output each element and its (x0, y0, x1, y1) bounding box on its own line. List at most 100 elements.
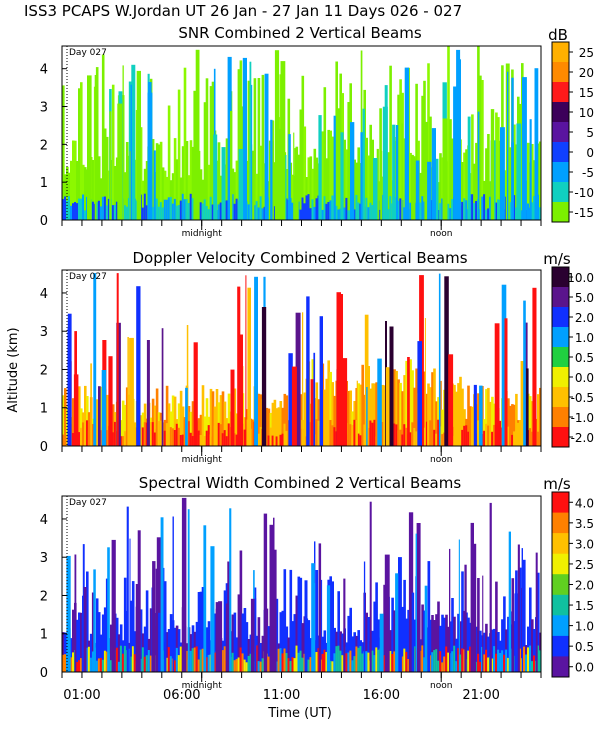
heatmap-cell (369, 388, 372, 446)
heatmap-cell (357, 433, 360, 446)
heatmap-cell (155, 388, 159, 446)
heatmap-cell (489, 401, 492, 446)
heatmap-cell (201, 179, 205, 220)
heatmap-cell (89, 633, 93, 672)
colorbar-label: 1.0 (575, 620, 594, 634)
heatmap-cell (191, 146, 195, 220)
heatmap-cell (213, 652, 217, 672)
y-tick-label: 1 (40, 402, 48, 417)
heatmap-cell (165, 176, 169, 220)
heatmap-cell (115, 157, 119, 220)
heatmap-cell (153, 432, 157, 446)
heatmap-cell (173, 430, 177, 446)
heatmap-cell (487, 134, 490, 220)
heatmap-cell (401, 434, 404, 446)
heatmap-cell (471, 114, 474, 220)
heatmap-cell (97, 200, 101, 220)
heatmap-cell (70, 638, 73, 672)
y-tick-label: 3 (40, 325, 48, 340)
heatmap-cell (523, 646, 526, 672)
heatmap-cell (283, 423, 287, 446)
heatmap-cell (177, 629, 181, 672)
heatmap-cell (393, 369, 396, 446)
heatmap-streak (158, 612, 161, 672)
heatmap-cell (373, 655, 376, 672)
heatmap-cell (525, 654, 528, 672)
heatmap-cell (281, 653, 285, 672)
heatmap-streak (340, 132, 344, 220)
heatmap-streak (269, 524, 275, 672)
heatmap-cell (97, 612, 101, 672)
heatmap-cell (281, 407, 285, 446)
heatmap-cell (323, 435, 327, 446)
heatmap-streak (500, 127, 505, 220)
midnight-label: midnight (182, 229, 223, 239)
heatmap-streak (438, 273, 441, 446)
heatmap-cell (99, 178, 103, 220)
heatmap-cell (279, 434, 283, 446)
heatmap-cell (283, 393, 287, 446)
heatmap-cell (329, 200, 332, 220)
heatmap-cell (201, 203, 205, 220)
heatmap-cell (499, 420, 502, 446)
heatmap-cell (129, 656, 133, 672)
heatmap-cell (287, 637, 291, 672)
width-heatmap: Day 027 0 1 2 3 4 midnight noon (40, 495, 542, 691)
heatmap-cell (80, 658, 83, 672)
heatmap-cell (82, 194, 85, 220)
heatmap-cell (537, 431, 540, 446)
heatmap-streak (363, 561, 366, 672)
heatmap-streak (239, 62, 242, 220)
heatmap-streak (360, 132, 364, 220)
heatmap-cell (95, 67, 99, 220)
heatmap-cell (381, 422, 384, 446)
heatmap-cell (389, 196, 392, 220)
heatmap-cell (78, 432, 81, 446)
doppler-heatmap: Day 027 0 1 2 3 4 midnight noon (40, 269, 542, 465)
heatmap-cell (321, 209, 325, 220)
heatmap-cell (199, 435, 203, 446)
heatmap-cell (173, 660, 177, 672)
heatmap-cell (539, 207, 541, 220)
heatmap-cell (62, 654, 65, 672)
y-tick-label: 3 (40, 551, 48, 566)
heatmap-cell (87, 646, 91, 672)
snr-heatmap: Day 027 0 1 2 3 4 midnight noon (40, 45, 542, 239)
heatmap-cell (325, 378, 328, 446)
heatmap-cell (87, 412, 91, 446)
heatmap-cell (475, 142, 478, 220)
heatmap-cell (317, 420, 321, 446)
heatmap-cell (539, 141, 541, 220)
heatmap-cell (219, 424, 223, 446)
midnight-label: midnight (182, 681, 223, 691)
heatmap-cell (91, 592, 95, 672)
heatmap-cell (369, 124, 372, 220)
heatmap-cell (347, 391, 350, 446)
heatmap-area (62, 497, 541, 672)
heatmap-cell (513, 655, 516, 672)
heatmap-cell (233, 388, 237, 446)
heatmap-cell (315, 419, 319, 446)
heatmap-cell (527, 142, 530, 220)
heatmap-cell (205, 206, 209, 220)
day-label: Day 027 (69, 272, 107, 282)
heatmap-streak (90, 363, 92, 446)
colorbar-swatch (552, 307, 569, 328)
heatmap-cell (131, 646, 135, 672)
heatmap-cell (437, 660, 440, 672)
heatmap-streak (153, 150, 156, 220)
heatmap-streak (101, 370, 107, 446)
heatmap-cell (303, 392, 307, 446)
heatmap-streak (129, 538, 131, 672)
heatmap-cell (403, 207, 406, 220)
heatmap-cell (165, 632, 169, 672)
heatmap-streak (310, 379, 314, 446)
heatmap-cell (289, 661, 293, 672)
heatmap-cell (121, 653, 125, 672)
colorbar-swatch (552, 142, 569, 163)
heatmap-streak (186, 325, 189, 446)
heatmap-cell (531, 202, 534, 220)
heatmap-cell (437, 601, 440, 672)
heatmap-cell (193, 647, 197, 672)
colorbar-swatch (552, 287, 569, 308)
